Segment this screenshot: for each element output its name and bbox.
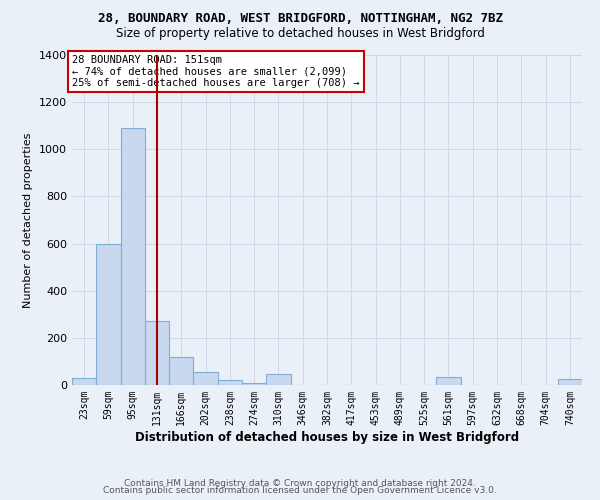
- Bar: [242, 382, 266, 385]
- Text: Contains public sector information licensed under the Open Government Licence v3: Contains public sector information licen…: [103, 486, 497, 495]
- Text: 28, BOUNDARY ROAD, WEST BRIDGFORD, NOTTINGHAM, NG2 7BZ: 28, BOUNDARY ROAD, WEST BRIDGFORD, NOTTI…: [97, 12, 503, 26]
- Bar: [436, 377, 461, 385]
- Y-axis label: Number of detached properties: Number of detached properties: [23, 132, 34, 308]
- Text: 28 BOUNDARY ROAD: 151sqm
← 74% of detached houses are smaller (2,099)
25% of sem: 28 BOUNDARY ROAD: 151sqm ← 74% of detach…: [72, 55, 359, 88]
- Bar: [121, 128, 145, 385]
- Bar: [193, 372, 218, 385]
- Bar: [218, 380, 242, 385]
- Bar: [558, 379, 582, 385]
- Bar: [169, 356, 193, 385]
- Text: Contains HM Land Registry data © Crown copyright and database right 2024.: Contains HM Land Registry data © Crown c…: [124, 478, 476, 488]
- Bar: [72, 378, 96, 385]
- Bar: [96, 244, 121, 385]
- Bar: [266, 374, 290, 385]
- X-axis label: Distribution of detached houses by size in West Bridgford: Distribution of detached houses by size …: [135, 430, 519, 444]
- Text: Size of property relative to detached houses in West Bridgford: Size of property relative to detached ho…: [116, 28, 484, 40]
- Bar: [145, 322, 169, 385]
